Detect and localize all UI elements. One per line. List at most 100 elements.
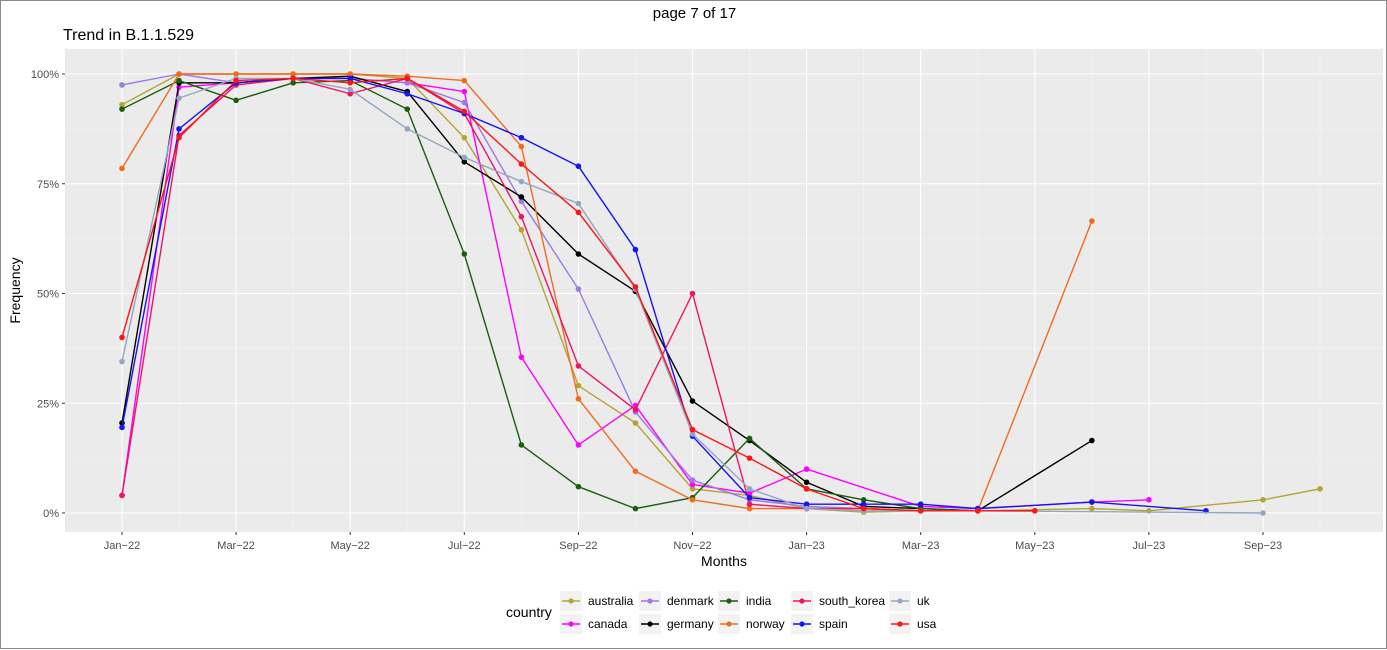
x-tick-label: Jul−22 bbox=[448, 540, 481, 552]
data-point-usa bbox=[290, 75, 296, 82]
data-point-usa bbox=[233, 77, 239, 84]
data-point-usa bbox=[974, 508, 981, 514]
data-point-spain bbox=[803, 501, 810, 508]
legend-label-germany: germany bbox=[667, 617, 714, 631]
y-tick-label: 0% bbox=[43, 508, 59, 520]
data-point-australia bbox=[689, 486, 696, 492]
data-point-norway bbox=[746, 505, 753, 512]
data-point-germany bbox=[518, 194, 525, 200]
data-point-india bbox=[860, 497, 867, 503]
data-point-uk bbox=[803, 505, 810, 512]
data-point-uk bbox=[1260, 510, 1266, 516]
x-tick-label: Sep−23 bbox=[1244, 540, 1282, 552]
data-point-india bbox=[404, 106, 411, 112]
legend-key-usa bbox=[889, 614, 911, 634]
data-point-spain bbox=[632, 246, 639, 253]
data-point-usa bbox=[803, 486, 810, 492]
data-point-spain bbox=[575, 163, 582, 169]
data-point-germany bbox=[803, 479, 810, 486]
data-point-india bbox=[233, 97, 239, 104]
legend-key-point bbox=[799, 598, 805, 604]
data-point-spain bbox=[404, 90, 411, 97]
legend-label-denmark: denmark bbox=[667, 594, 715, 608]
data-point-usa bbox=[1032, 508, 1038, 514]
legend-key-point bbox=[897, 598, 903, 604]
data-point-spain bbox=[518, 134, 525, 141]
legend-key-uk bbox=[889, 591, 911, 611]
data-point-uk bbox=[575, 200, 582, 207]
data-point-india bbox=[518, 442, 525, 448]
x-tick-label: Sep−22 bbox=[559, 540, 597, 552]
data-point-norway bbox=[119, 165, 125, 172]
y-tick-label: 100% bbox=[31, 69, 59, 81]
x-tick-label: Nov−22 bbox=[673, 540, 711, 552]
data-point-south_korea bbox=[518, 213, 525, 220]
x-axis-title: Months bbox=[701, 553, 747, 569]
legend-label-spain: spain bbox=[819, 617, 848, 631]
legend-label-india: india bbox=[746, 594, 772, 608]
data-point-spain bbox=[917, 501, 924, 508]
data-point-denmark bbox=[119, 82, 125, 88]
data-point-canada bbox=[518, 354, 525, 360]
legend-label-australia: australia bbox=[588, 594, 634, 608]
data-point-denmark bbox=[575, 286, 582, 292]
data-point-spain bbox=[347, 75, 354, 82]
data-point-uk bbox=[119, 358, 125, 365]
data-point-germany bbox=[1089, 437, 1095, 444]
data-point-uk bbox=[746, 486, 753, 492]
data-point-usa bbox=[632, 284, 639, 290]
data-point-canada bbox=[461, 88, 468, 95]
data-point-uk bbox=[347, 86, 354, 93]
data-point-australia bbox=[1260, 497, 1266, 503]
data-point-spain bbox=[860, 501, 867, 508]
data-point-norway bbox=[461, 77, 468, 84]
legend-key-india bbox=[718, 591, 740, 611]
data-point-australia bbox=[461, 134, 468, 141]
data-point-india bbox=[176, 77, 182, 84]
data-point-india bbox=[746, 435, 753, 442]
data-point-norway bbox=[518, 143, 525, 150]
major-gridlines bbox=[65, 49, 1383, 532]
legend-key-spain bbox=[791, 614, 813, 634]
chart-title: Trend in B.1.1.529 bbox=[63, 27, 195, 44]
data-point-canada bbox=[803, 466, 810, 472]
legend-key-point bbox=[647, 621, 653, 627]
legend-label-uk: uk bbox=[917, 594, 931, 608]
data-point-germany bbox=[575, 251, 582, 257]
data-point-canada bbox=[1146, 497, 1152, 503]
legend-key-point bbox=[647, 598, 653, 604]
data-point-australia bbox=[518, 227, 525, 233]
data-point-south_korea bbox=[746, 501, 753, 508]
data-point-spain bbox=[746, 494, 753, 501]
legend-key-point bbox=[568, 621, 574, 627]
legend-key-point bbox=[726, 621, 732, 627]
y-tick-label: 75% bbox=[37, 179, 59, 191]
series-usa bbox=[119, 75, 1038, 514]
data-point-denmark bbox=[404, 79, 411, 86]
data-point-india bbox=[632, 505, 639, 512]
y-tick-label: 25% bbox=[37, 398, 59, 410]
data-point-norway bbox=[1089, 218, 1095, 224]
minor-gridlines bbox=[65, 49, 1383, 532]
data-point-uk bbox=[461, 154, 468, 161]
data-point-usa bbox=[860, 505, 867, 512]
data-point-denmark bbox=[689, 477, 696, 483]
legend-label-norway: norway bbox=[746, 617, 785, 631]
data-point-australia bbox=[1089, 505, 1095, 512]
data-point-spain bbox=[1089, 499, 1095, 505]
data-point-uk bbox=[176, 95, 182, 101]
legend-key-australia bbox=[560, 591, 582, 611]
x-tick-label: Jul−23 bbox=[1133, 540, 1166, 552]
data-point-australia bbox=[632, 420, 639, 426]
data-point-usa bbox=[119, 334, 125, 341]
legend-title: country bbox=[506, 604, 552, 620]
data-point-norway bbox=[347, 71, 354, 77]
data-point-south_korea bbox=[119, 492, 125, 499]
legend-label-usa: usa bbox=[917, 617, 937, 631]
x-tick-label: Jan−23 bbox=[788, 540, 824, 552]
legend-key-point bbox=[568, 598, 574, 604]
series-line-india bbox=[121, 79, 978, 512]
data-point-denmark bbox=[518, 198, 525, 205]
